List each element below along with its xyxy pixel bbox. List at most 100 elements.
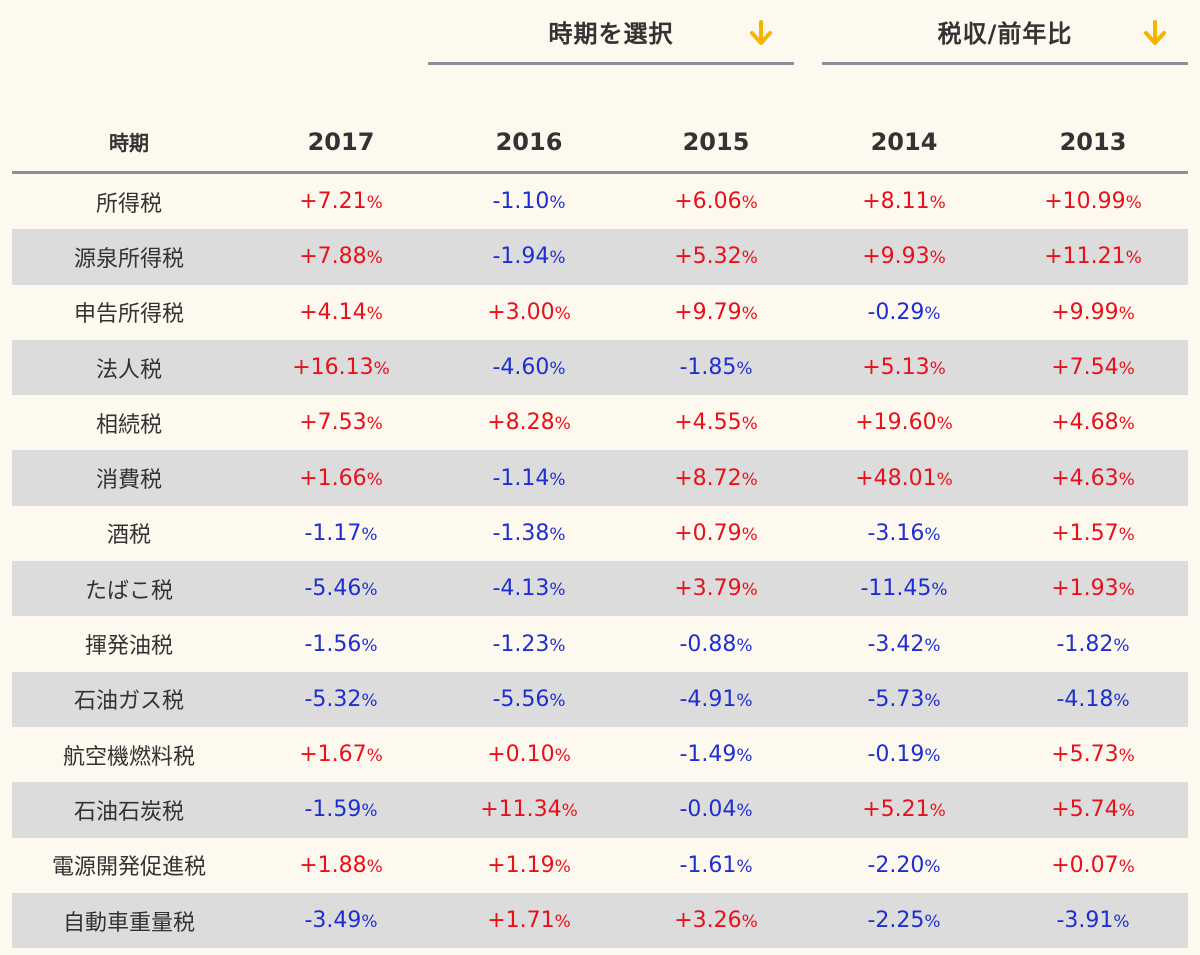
yoy-value-cell: -5.56%: [436, 672, 622, 727]
yoy-value: +7.88: [299, 244, 367, 270]
column-header-year: 2016: [436, 112, 622, 174]
yoy-value: +5.32: [674, 244, 742, 270]
yoy-value-cell: +9.99%: [998, 285, 1188, 340]
yoy-value-cell: +5.73%: [998, 727, 1188, 782]
yoy-value: -4.13: [492, 576, 550, 602]
yoy-value-cell: +5.13%: [810, 340, 998, 395]
yoy-value: +9.99: [1051, 299, 1119, 325]
tax-name-cell: 所得税: [95, 191, 162, 217]
yoy-value-cell: -1.23%: [436, 616, 622, 671]
metric-select-dropdown[interactable]: 税収/前年比: [822, 0, 1188, 65]
yoy-value-cell: -0.04%: [622, 782, 810, 837]
yoy-value-cell: +19.60%: [810, 395, 998, 450]
yoy-value-cell: +5.21%: [810, 782, 998, 837]
table-row: 自動車重量税 -3.49% +1.71% +3.26% -2.25% -3.91%: [12, 892, 1188, 949]
table-row: 源泉所得税 +7.88% -1.94% +5.32% +9.93% +11.21%: [12, 229, 1188, 285]
percent-unit: %: [549, 580, 566, 601]
percent-unit: %: [741, 580, 758, 601]
yoy-value: -1.17: [304, 520, 362, 546]
yoy-value-cell: +11.34%: [436, 782, 622, 837]
yoy-value: -1.94: [492, 244, 550, 270]
tax-name-cell: 相続税: [95, 412, 162, 438]
percent-unit: %: [361, 912, 378, 932]
yoy-value-cell: -11.45%: [810, 561, 998, 616]
yoy-value-cell: +4.14%: [246, 285, 436, 340]
yoy-value-cell: -4.13%: [436, 561, 622, 616]
table-row: 相続税 +7.53% +8.28% +4.55% +19.60% +4.68%: [12, 395, 1188, 450]
yoy-value: -4.18: [1056, 686, 1114, 712]
period-select-dropdown[interactable]: 時期を選択: [428, 0, 794, 65]
arrow-down-icon: [1144, 20, 1166, 45]
yoy-value: -0.88: [679, 631, 737, 657]
yoy-value: +48.01: [855, 465, 937, 491]
yoy-value: +5.73: [1051, 742, 1119, 768]
yoy-value: +19.60: [855, 410, 937, 436]
percent-unit: %: [361, 580, 378, 601]
yoy-value-cell: -0.88%: [622, 616, 810, 671]
table-row: 石油ガス税 -5.32% -5.56% -4.91% -5.73% -4.18%: [12, 671, 1188, 727]
yoy-value: +4.55: [674, 410, 742, 436]
yoy-value-cell: +1.66%: [246, 450, 436, 505]
yoy-value-cell: +0.07%: [998, 838, 1188, 893]
percent-unit: %: [736, 746, 753, 767]
yoy-value: -1.10: [492, 189, 550, 215]
percent-unit: %: [366, 746, 383, 767]
percent-unit: %: [924, 746, 941, 767]
percent-unit: %: [929, 801, 946, 822]
table-row: 揮発油税 -1.56% -1.23% -0.88% -3.42% -1.82%: [12, 616, 1188, 671]
yoy-value-cell: +7.21%: [246, 173, 436, 230]
table-row: 石油石炭税 -1.59% +11.34% -0.04% +5.21% +5.74%: [12, 782, 1188, 838]
percent-unit: %: [366, 856, 383, 877]
yoy-value: +4.68: [1051, 410, 1119, 436]
percent-unit: %: [554, 414, 571, 435]
yoy-value-cell: -1.38%: [436, 506, 622, 561]
yoy-value-cell: +9.93%: [810, 229, 998, 284]
yoy-value-cell: +1.88%: [246, 838, 436, 893]
percent-unit: %: [361, 635, 378, 656]
yoy-value: -1.59: [304, 797, 362, 823]
yoy-value: +6.06: [674, 189, 742, 215]
yoy-value-cell: +7.54%: [998, 340, 1188, 395]
percent-unit: %: [924, 635, 941, 656]
yoy-value-cell: +0.10%: [436, 727, 622, 782]
yoy-value: +5.74: [1051, 797, 1119, 823]
column-header-year: 2017: [246, 112, 436, 174]
table-row: 申告所得税 +4.14% +3.00% +9.79% -0.29% +9.99%: [12, 285, 1188, 340]
yoy-value: +11.34: [480, 797, 562, 823]
yoy-value: +5.13: [862, 355, 930, 381]
yoy-value-cell: +7.53%: [246, 395, 436, 450]
yoy-value-cell: -1.10%: [436, 173, 622, 230]
yoy-value: +7.21: [299, 189, 367, 215]
yoy-value: -0.04: [679, 797, 737, 823]
percent-unit: %: [549, 690, 566, 711]
yoy-value-cell: +0.79%: [622, 506, 810, 561]
percent-unit: %: [936, 469, 953, 490]
column-header-period: 時期: [12, 112, 246, 174]
yoy-value: -1.82: [1056, 631, 1114, 657]
yoy-value: +11.21: [1044, 244, 1126, 270]
yoy-value: +0.10: [487, 742, 555, 768]
tax-name-cell: 石油ガス税: [73, 689, 184, 715]
percent-unit: %: [1118, 580, 1135, 601]
yoy-value: -5.56: [492, 686, 550, 712]
tax-yoy-table: 時期 2017 2016 2015 2014 2013 所得税 +7.21% -1.…: [12, 112, 1188, 949]
yoy-value-cell: -3.91%: [998, 893, 1188, 948]
percent-unit: %: [549, 248, 566, 269]
percent-unit: %: [1113, 690, 1130, 711]
percent-unit: %: [549, 193, 566, 214]
percent-unit: %: [373, 359, 390, 380]
percent-unit: %: [931, 580, 948, 601]
yoy-value-cell: +5.74%: [998, 782, 1188, 837]
yoy-value: +1.57: [1051, 520, 1119, 546]
percent-unit: %: [549, 635, 566, 656]
yoy-value: -5.32: [304, 686, 362, 712]
percent-unit: %: [736, 635, 753, 656]
yoy-value-cell: -1.59%: [246, 782, 436, 837]
yoy-value: -0.29: [867, 299, 925, 325]
yoy-value: +8.72: [674, 465, 742, 491]
tax-name-cell: 電源開発促進税: [51, 855, 206, 881]
table-header-row: 時期 2017 2016 2015 2014 2013: [12, 112, 1188, 174]
yoy-value-cell: +4.68%: [998, 395, 1188, 450]
yoy-value-cell: +1.57%: [998, 506, 1188, 561]
yoy-value: -2.20: [867, 852, 925, 878]
